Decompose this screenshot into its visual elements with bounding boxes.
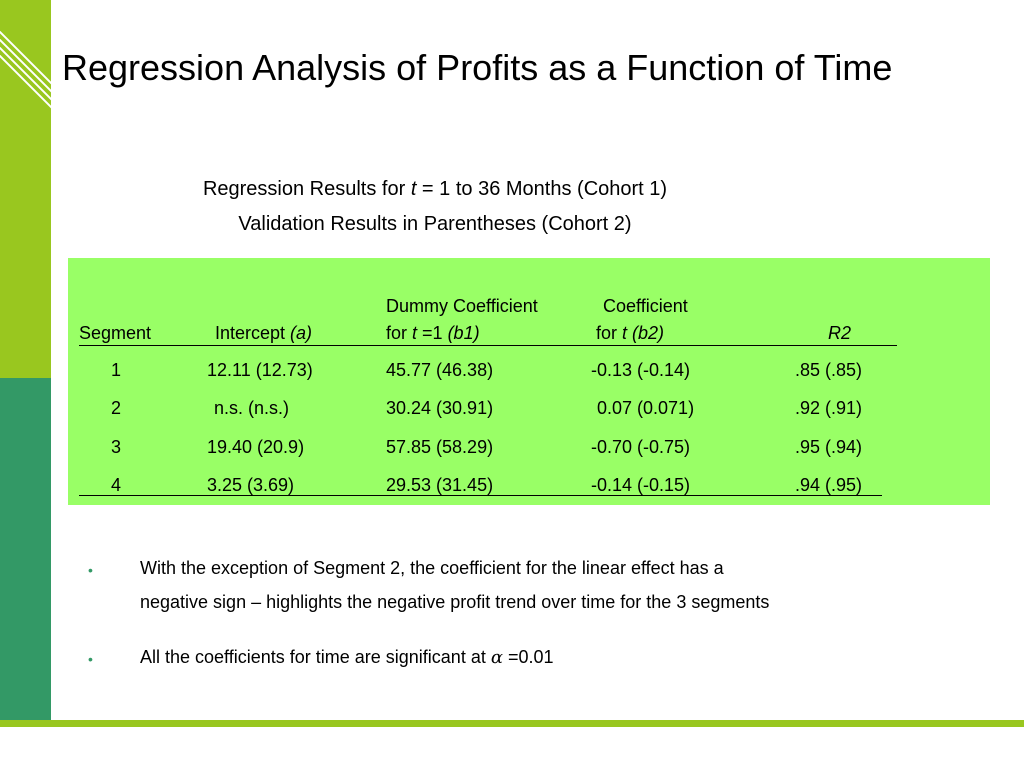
slide-title: Regression Analysis of Profits as a Func…	[62, 47, 893, 88]
header-dummy-line2: for t =1 (b1)	[386, 323, 480, 343]
row2-coef: 0.07 (0.071)	[597, 398, 695, 418]
header-segment: Segment	[79, 323, 152, 343]
bullet-text-1: With the exception of Segment 2, the coe…	[140, 558, 770, 612]
bullet-marker-1: •	[88, 562, 93, 578]
header-dummy-line1: Dummy Coefficient	[386, 296, 538, 316]
results-table: Dummy Coefficient Coefficient Segment In…	[68, 258, 990, 505]
header-rule	[79, 345, 897, 346]
row4-r2: .94 (.95)	[795, 475, 863, 495]
bullet-marker-2: •	[88, 651, 93, 667]
row1-r2: .85 (.85)	[795, 360, 863, 380]
header-coef-line1: Coefficient	[603, 296, 688, 316]
sidebar-green-band	[0, 378, 51, 720]
row1-intercept: 12.11 (12.73)	[207, 360, 313, 380]
row4-dummy: 29.53 (31.45)	[386, 475, 494, 495]
bottom-accent-bar	[0, 720, 1024, 727]
sidebar-stripes	[0, 30, 51, 109]
row4-intercept: 3.25 (3.69)	[207, 475, 295, 495]
row3-dummy: 57.85 (58.29)	[386, 437, 494, 457]
row2-intercept: n.s. (n.s.)	[214, 398, 290, 418]
footer-rule	[79, 495, 882, 496]
row1-dummy: 45.77 (46.38)	[386, 360, 494, 380]
header-intercept: Intercept (a)	[215, 323, 313, 343]
header-coef-line2: for t (b2)	[596, 323, 665, 343]
row4-segment: 4	[111, 475, 122, 495]
row3-intercept: 19.40 (20.9)	[207, 437, 305, 457]
row4-coef: -0.14 (-0.15)	[591, 475, 691, 495]
row2-segment: 2	[111, 398, 122, 418]
table-caption-line2: Validation Results in Parentheses (Cohor…	[238, 213, 632, 235]
header-r2: R2	[828, 323, 852, 343]
row3-r2: .95 (.94)	[795, 437, 863, 457]
row3-coef: -0.70 (-0.75)	[591, 437, 691, 457]
alpha-symbol: α	[490, 647, 503, 668]
row1-coef: -0.13 (-0.14)	[591, 360, 691, 380]
row2-dummy: 30.24 (30.91)	[386, 398, 494, 418]
row3-segment: 3	[111, 437, 122, 457]
table-caption-line1: Regression Results for t = 1 to 36 Month…	[202, 178, 668, 200]
row2-r2: .92 (.91)	[795, 398, 863, 418]
row1-segment: 1	[111, 360, 122, 380]
sidebar-lime-band	[0, 0, 51, 378]
bullet-text-2: All the coefficients for time are signif…	[140, 647, 554, 668]
